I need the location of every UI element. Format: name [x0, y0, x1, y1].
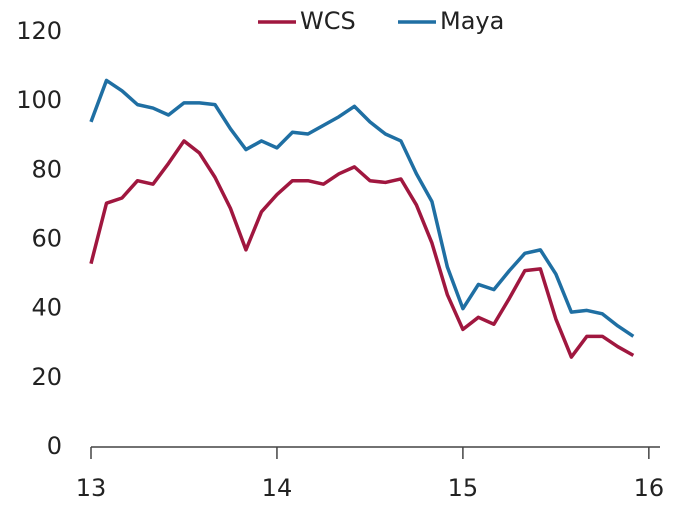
y-tick-label: 120 — [16, 17, 62, 45]
legend-label: WCS — [300, 7, 356, 35]
x-tick-label: 14 — [262, 474, 293, 502]
y-tick-label: 40 — [31, 294, 62, 322]
line — [89, 78, 635, 338]
legend-label: Maya — [440, 7, 504, 35]
y-tick-label: 60 — [31, 225, 62, 253]
line — [89, 139, 635, 359]
x-tick-label: 15 — [448, 474, 479, 502]
y-tick-label: 0 — [47, 432, 62, 460]
y-tick-label: 80 — [31, 155, 62, 183]
y-tick-label: 20 — [31, 363, 62, 391]
x-tick-label: 16 — [634, 474, 665, 502]
y-tick-label: 100 — [16, 86, 62, 114]
x-tick-label: 13 — [76, 474, 107, 502]
